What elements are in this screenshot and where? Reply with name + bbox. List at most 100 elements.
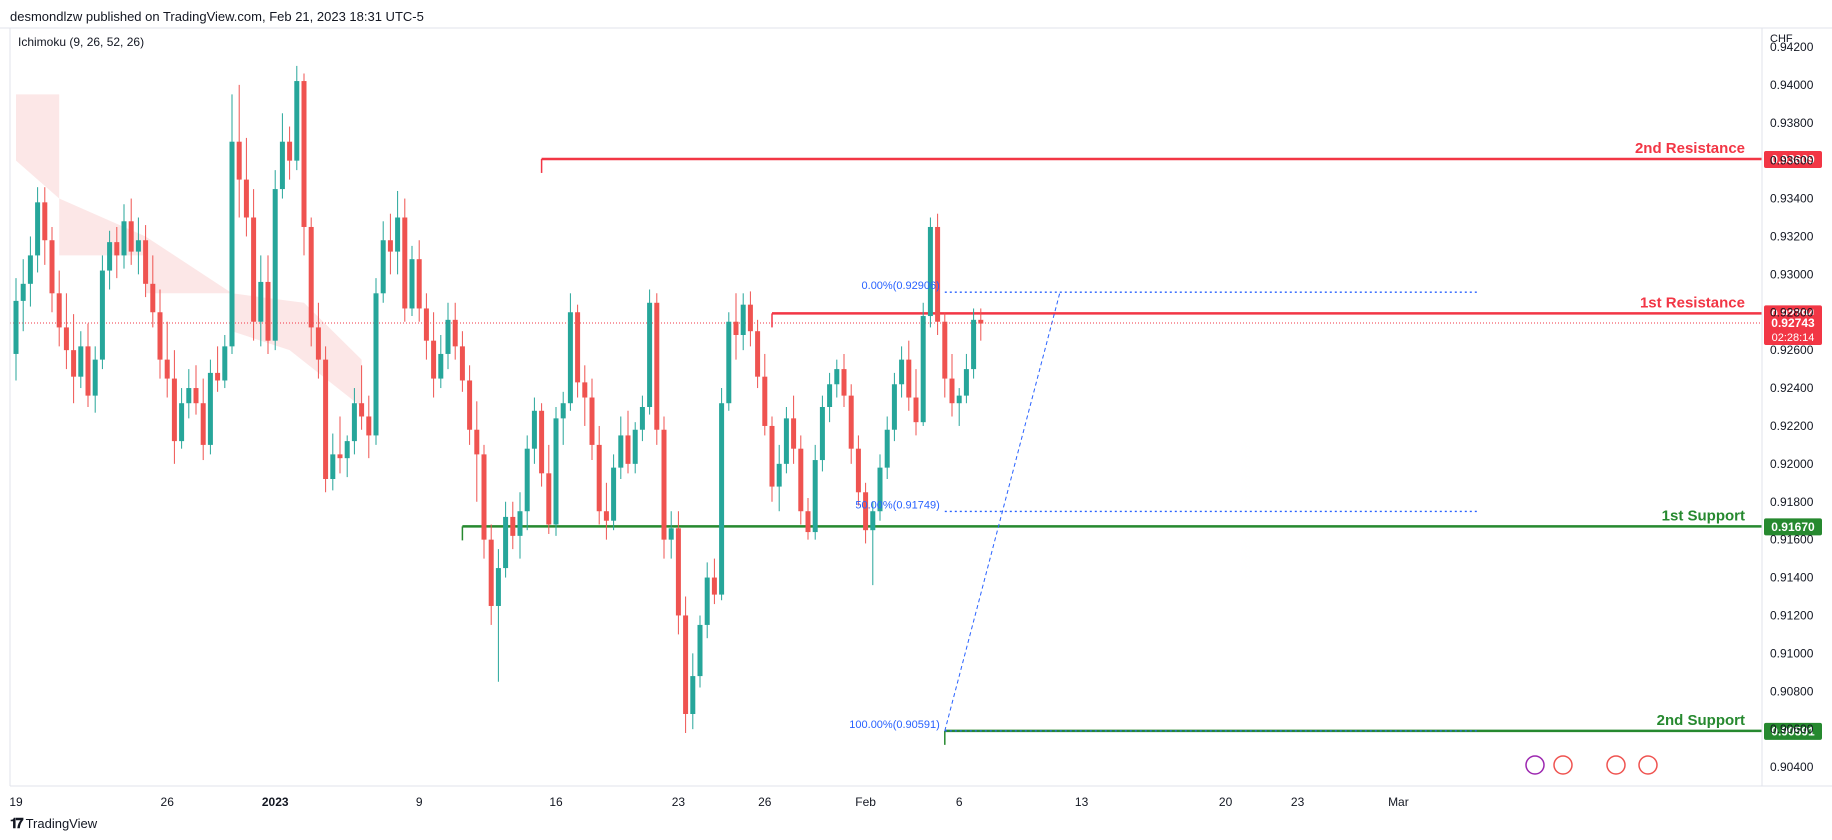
candle-body	[63, 327, 69, 351]
candle-body	[927, 226, 933, 317]
candle-body	[863, 492, 869, 531]
current-price-tag	[1764, 315, 1822, 346]
candle-body	[877, 467, 883, 512]
candle-body	[596, 444, 602, 512]
candle-body	[171, 378, 177, 442]
level-name-1: 1st Resistance	[1640, 294, 1745, 311]
candle-body	[395, 217, 401, 252]
candle-body	[488, 539, 494, 606]
candle-body	[20, 283, 26, 301]
candle-body	[611, 467, 617, 521]
candle-body	[711, 577, 717, 595]
x-tick-label: 6	[956, 795, 963, 809]
candle-body	[207, 372, 213, 445]
level-price-0: 0.93609	[1771, 152, 1815, 166]
candle-body	[683, 615, 689, 714]
level-price-3: 0.90591	[1771, 724, 1815, 738]
level-name-3: 2nd Support	[1657, 712, 1745, 729]
candle-body	[647, 302, 653, 407]
x-tick-label: 16	[549, 795, 563, 809]
candle-body	[13, 300, 19, 354]
candle-body	[294, 81, 300, 161]
candle-body	[438, 353, 444, 379]
y-tick-label: 0.91800	[1770, 495, 1814, 509]
y-tick-label: 0.90800	[1770, 684, 1814, 698]
candle-body	[690, 676, 696, 714]
candle-body	[287, 141, 293, 161]
candle-body	[445, 319, 451, 354]
level-name-2: 1st Support	[1662, 507, 1745, 524]
candle-body	[35, 202, 41, 256]
candle-body	[495, 568, 501, 606]
y-tick-label: 0.92600	[1770, 343, 1814, 357]
y-tick-label: 0.93200	[1770, 229, 1814, 243]
candle-body	[416, 259, 422, 309]
candle-body	[71, 350, 77, 377]
candle-body	[963, 369, 969, 396]
level-name-0: 2nd Resistance	[1635, 140, 1745, 157]
candle-body	[812, 460, 818, 533]
level-price-2: 0.91670	[1771, 520, 1815, 534]
candle-body	[798, 448, 804, 512]
candle-body	[827, 384, 833, 407]
candle-body	[762, 376, 768, 426]
candle-body	[373, 293, 379, 436]
candle-body	[740, 304, 746, 335]
candle-body	[841, 369, 847, 396]
candle-body	[589, 397, 595, 445]
x-tick-label: 26	[161, 795, 175, 809]
fib-label-2: 100.00%(0.90591)	[849, 719, 940, 731]
candle-body	[668, 528, 674, 540]
level-price-tag-0	[1764, 150, 1822, 168]
candle-body	[107, 242, 113, 271]
x-tick-label: 2023	[262, 795, 289, 809]
y-tick-label: 0.93600	[1770, 154, 1814, 168]
candle-body	[135, 240, 141, 252]
candle-body	[906, 359, 912, 398]
y-tick-label: 0.92000	[1770, 457, 1814, 471]
candles-layer	[13, 65, 984, 733]
labels-layer: 2nd Resistance 0.93609 1st Resistance 0.927…	[849, 140, 1822, 740]
candle-body	[560, 403, 566, 419]
candle-body	[222, 346, 228, 381]
y-tick-label: 0.93000	[1770, 267, 1814, 281]
candle-body	[315, 327, 321, 360]
candle-body	[913, 397, 919, 423]
y-tick-label: 0.92200	[1770, 419, 1814, 433]
candle-body	[546, 473, 552, 525]
candle-body	[99, 270, 105, 360]
x-tick-label: Mar	[1388, 795, 1409, 809]
candle-body	[891, 384, 897, 430]
event-flag-icon	[1553, 755, 1573, 775]
x-tick-label: 20	[1219, 795, 1233, 809]
candle-body	[49, 240, 55, 294]
candle-body	[380, 240, 386, 294]
y-tick-label: 0.93400	[1770, 192, 1814, 206]
tradingview-logo-icon: 𝟏𝟕	[10, 815, 24, 831]
candle-body	[402, 217, 408, 309]
candle-body	[848, 395, 854, 449]
candle-body	[114, 242, 120, 256]
candle-body	[265, 281, 271, 341]
candle-body	[272, 189, 278, 341]
x-tick-label: 26	[758, 795, 772, 809]
candle-body	[337, 454, 343, 459]
y-tick-label: 0.91200	[1770, 608, 1814, 622]
candle-body	[344, 441, 350, 459]
candle-body	[27, 255, 33, 284]
x-tick-label: Feb	[855, 795, 876, 809]
candle-body	[467, 380, 473, 430]
fib-label-0: 0.00%(0.92906)	[862, 280, 940, 292]
y-tick-label: 0.90400	[1770, 760, 1814, 774]
candle-body	[409, 259, 415, 309]
candle-body	[603, 511, 609, 521]
candle-body	[387, 240, 393, 252]
y-tick-label: 0.94000	[1770, 78, 1814, 92]
candle-body	[200, 403, 206, 445]
candle-body	[128, 221, 134, 252]
level-price-tag-3	[1764, 722, 1822, 740]
indicator-label[interactable]: Ichimoku (9, 26, 52, 26)	[18, 35, 145, 49]
candle-body	[308, 226, 314, 328]
